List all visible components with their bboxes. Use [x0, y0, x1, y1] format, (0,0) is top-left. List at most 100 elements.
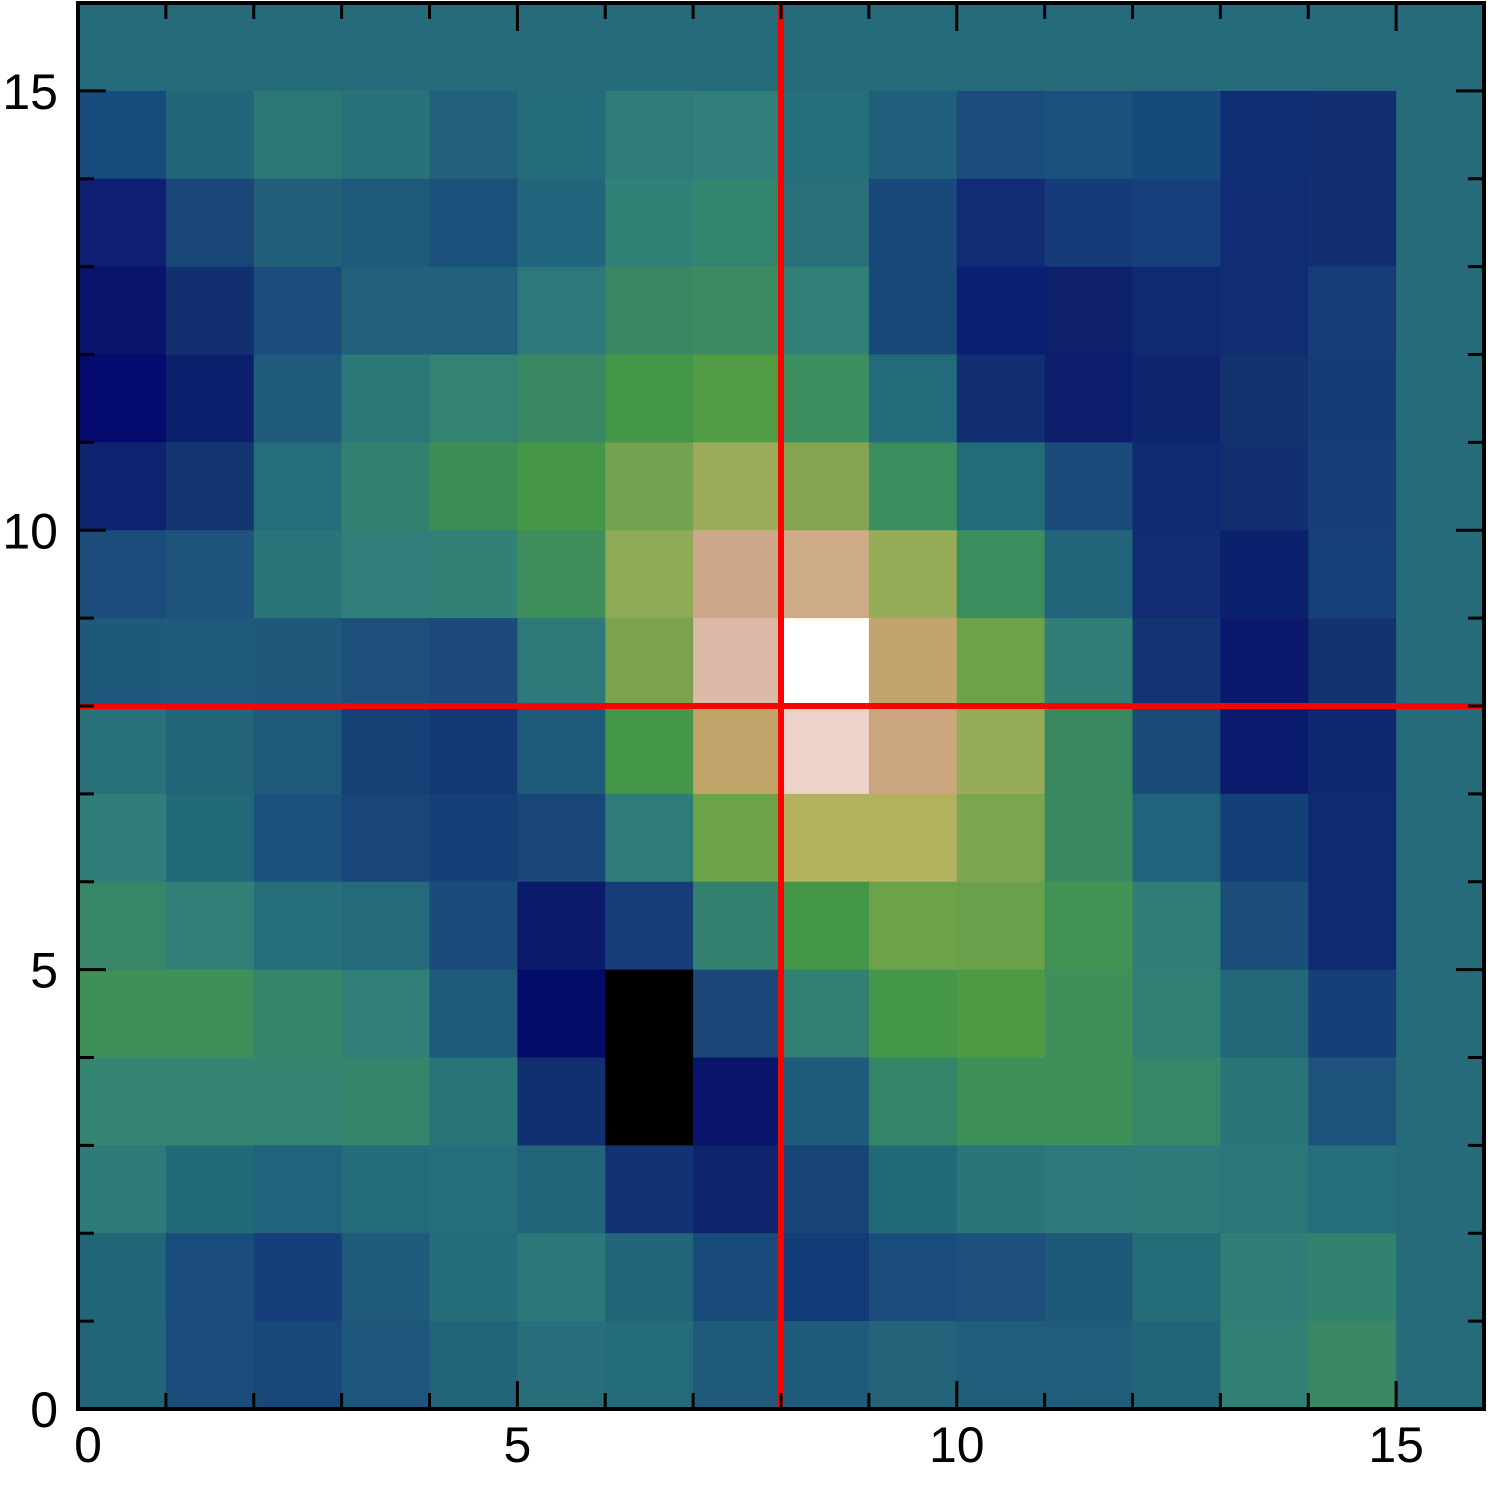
heatmap-cell — [517, 178, 606, 268]
heatmap-cell — [1396, 969, 1485, 1059]
heatmap-cell — [605, 1321, 694, 1410]
heatmap-cell — [781, 793, 870, 883]
heatmap-cell — [693, 1057, 782, 1146]
heatmap-cell — [429, 706, 518, 795]
heatmap-cell — [956, 969, 1046, 1059]
heatmap-cell — [781, 530, 870, 619]
heatmap-cell — [1308, 90, 1397, 180]
heatmap-cell — [1044, 530, 1134, 619]
heatmap-cell — [517, 881, 606, 971]
heatmap-cell — [341, 178, 431, 268]
heatmap-cell — [1132, 969, 1221, 1059]
heatmap-cell — [868, 1233, 958, 1322]
heatmap-cell — [78, 354, 167, 443]
heatmap-cell — [693, 881, 782, 971]
heatmap-cell — [1132, 618, 1221, 707]
heatmap-cell — [78, 969, 167, 1059]
heatmap-cell — [868, 266, 958, 356]
heatmap-cell — [341, 618, 431, 707]
heatmap-cell — [1396, 354, 1485, 443]
heatmap-cell — [253, 1057, 343, 1146]
heatmap-cell — [781, 1233, 870, 1322]
heatmap-cell — [868, 618, 958, 707]
heatmap-cell — [78, 1057, 167, 1146]
heatmap-cell — [781, 3, 870, 92]
heatmap-cell — [165, 3, 255, 92]
heatmap-cell — [1044, 266, 1134, 356]
heatmap-cell — [429, 3, 518, 92]
heatmap-cell — [781, 1321, 870, 1410]
heatmap-cell — [956, 90, 1046, 180]
heatmap-cell — [1308, 706, 1397, 795]
heatmap-cell — [78, 3, 167, 92]
heatmap-cell — [341, 530, 431, 619]
heatmap-cell — [165, 1057, 255, 1146]
heatmap-cell — [341, 706, 431, 795]
heatmap-cell — [693, 1145, 782, 1234]
heatmap-cell — [1396, 3, 1485, 92]
heatmap-cell — [78, 90, 167, 180]
heatmap-cell — [1396, 793, 1485, 883]
heatmap-cell — [693, 178, 782, 268]
heatmap-cell — [253, 969, 343, 1059]
heatmap-cell — [517, 354, 606, 443]
heatmap-cell — [781, 442, 870, 531]
heatmap-cell — [868, 881, 958, 971]
heatmap-cell — [868, 354, 958, 443]
x-tick-label: 10 — [929, 1417, 985, 1473]
heatmap-cell — [517, 969, 606, 1059]
x-tick-label: 5 — [503, 1417, 531, 1473]
heatmap-cell — [1220, 1057, 1309, 1146]
heatmap-cell — [517, 266, 606, 356]
heatmap-cell — [1220, 354, 1309, 443]
heatmap-cell — [78, 1233, 167, 1322]
heatmap-cell — [78, 442, 167, 531]
heatmap-cell — [956, 793, 1046, 883]
heatmap-cell — [1132, 530, 1221, 619]
heatmap-cell — [1308, 178, 1397, 268]
heatmap-cell — [429, 1321, 518, 1410]
heatmap-cell — [78, 706, 167, 795]
heatmap-cell — [253, 793, 343, 883]
heatmap-cell — [1396, 1321, 1485, 1410]
heatmap-cell — [605, 881, 694, 971]
heatmap-cell — [1308, 1057, 1397, 1146]
heatmap-cell — [693, 618, 782, 707]
heatmap-cell — [165, 178, 255, 268]
heatmap-cell — [1308, 793, 1397, 883]
heatmap-cell — [605, 266, 694, 356]
heatmap-cell — [1132, 266, 1221, 356]
heatmap-cell — [868, 969, 958, 1059]
heatmap-cell — [253, 354, 343, 443]
heatmap-cell — [1044, 881, 1134, 971]
heatmap-cell — [1132, 1321, 1221, 1410]
heatmap-cell — [1044, 969, 1134, 1059]
heatmap-cell — [693, 969, 782, 1059]
heatmap-cell — [693, 793, 782, 883]
heatmap-cell — [956, 354, 1046, 443]
heatmap-cell — [1396, 530, 1485, 619]
heatmap-cell — [429, 178, 518, 268]
heatmap-cell — [253, 3, 343, 92]
heatmap-cell — [429, 618, 518, 707]
heatmap-cell — [605, 1057, 694, 1146]
heatmap-cell — [1044, 1321, 1134, 1410]
heatmap-cell — [956, 3, 1046, 92]
heatmap-cell — [253, 266, 343, 356]
heatmap-cell — [429, 1145, 518, 1234]
heatmap-cell — [253, 618, 343, 707]
heatmap-cell — [1308, 3, 1397, 92]
heatmap-cell — [517, 530, 606, 619]
heatmap-cell — [781, 266, 870, 356]
heatmap-cell — [1044, 442, 1134, 531]
heatmap-cell — [429, 1057, 518, 1146]
heatmap-cell — [1220, 706, 1309, 795]
heatmap-cell — [517, 618, 606, 707]
heatmap-cell — [1220, 969, 1309, 1059]
heatmap-cell — [1044, 178, 1134, 268]
heatmap-cell — [781, 1145, 870, 1234]
heatmap-cell — [165, 881, 255, 971]
heatmap-cell — [956, 881, 1046, 971]
heatmap-cell — [165, 1321, 255, 1410]
